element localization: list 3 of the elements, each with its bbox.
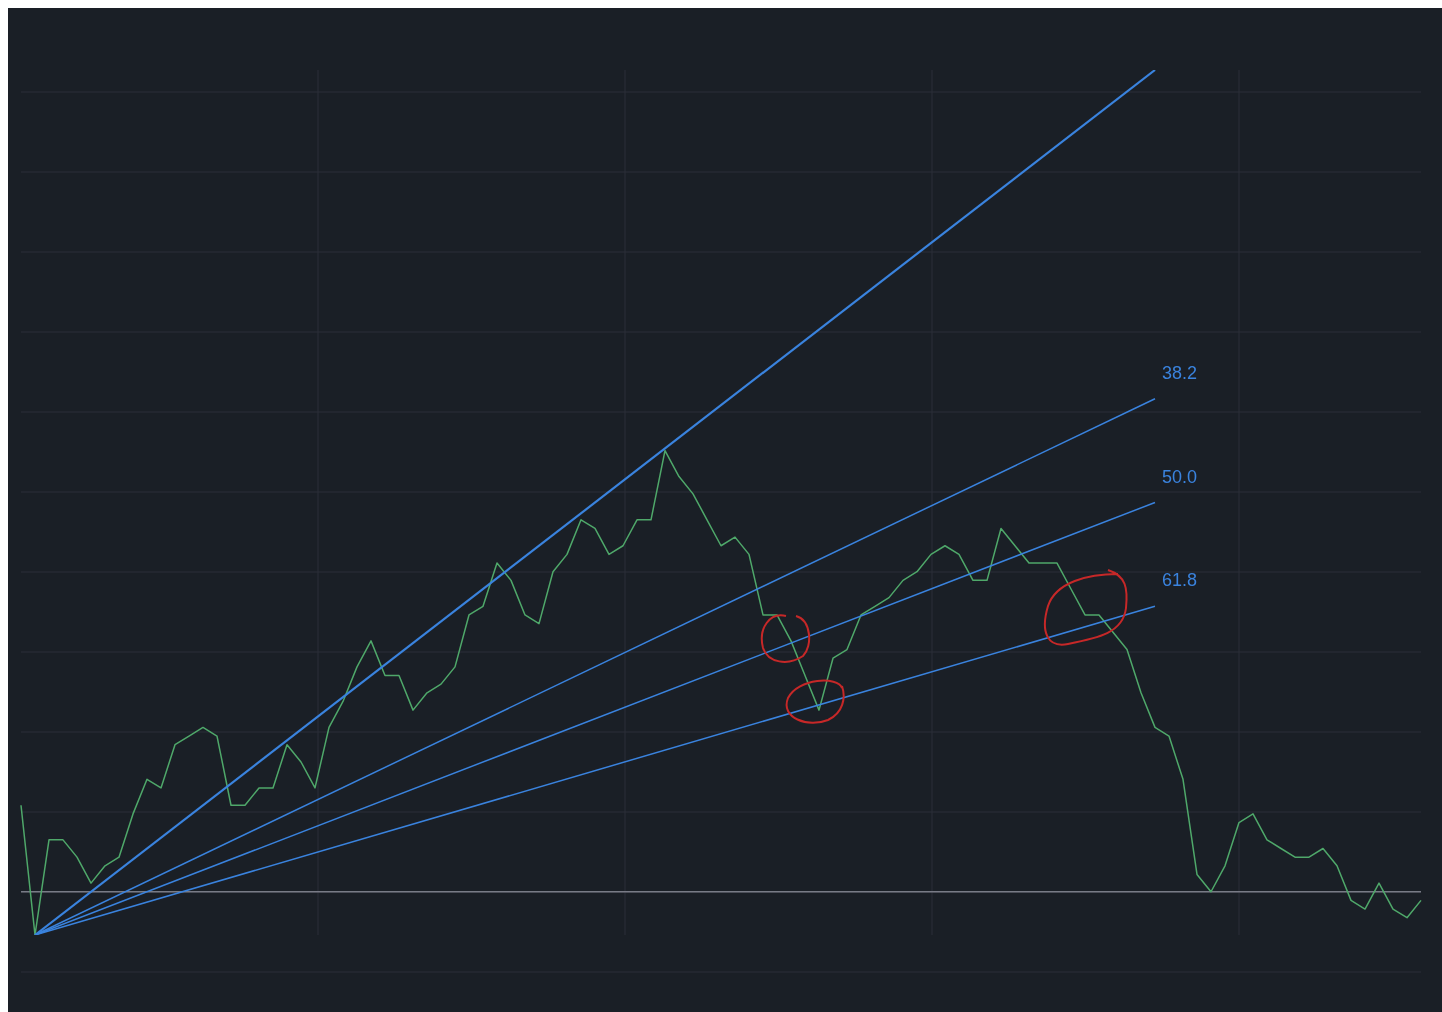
series-label: 50.0 bbox=[1162, 466, 1198, 487]
series-label: 38.2 bbox=[1162, 362, 1198, 383]
series-label: 61.8 bbox=[1162, 570, 1198, 591]
